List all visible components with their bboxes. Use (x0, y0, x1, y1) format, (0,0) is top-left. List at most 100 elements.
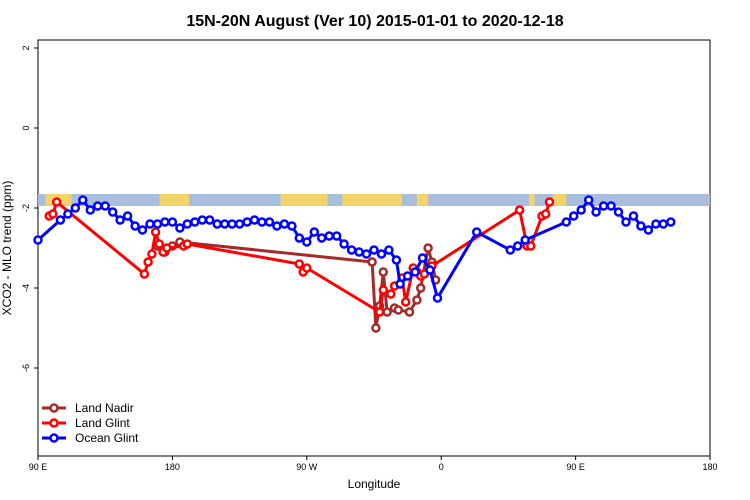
data-point (51, 197, 62, 207)
data-point (520, 235, 530, 245)
chart-title: 15N-20N August (Ver 10) 2015-01-01 to 20… (186, 13, 563, 30)
data-point (505, 245, 516, 255)
y-tick-label: -2 (21, 204, 31, 212)
data-point (382, 307, 392, 317)
legend-marker (49, 403, 59, 413)
data-point (130, 221, 140, 231)
data-point (613, 207, 624, 217)
x-tick-label: 180 (702, 462, 717, 472)
data-point (302, 263, 312, 273)
data-point (374, 307, 385, 317)
data-point (410, 267, 420, 277)
land-segment (416, 194, 429, 206)
data-point (122, 211, 133, 221)
data-point (432, 293, 443, 303)
data-point (197, 215, 208, 225)
data-point (371, 323, 381, 333)
legend-item: Land Nadir (42, 401, 134, 415)
data-point (395, 279, 405, 289)
series-layer (33, 195, 676, 333)
data-point (249, 215, 260, 225)
data-point (115, 215, 125, 225)
x-tick-label: 90 E (29, 462, 48, 472)
data-point (391, 255, 402, 265)
data-point (287, 221, 297, 231)
data-point (182, 219, 193, 229)
data-point (309, 227, 320, 237)
data-point (412, 295, 422, 305)
x-tick-label: 90 E (566, 462, 585, 472)
data-point (367, 257, 377, 267)
data-point (591, 207, 601, 217)
x-tick-label: 0 (439, 462, 444, 472)
data-point (55, 215, 66, 225)
land-segment (159, 194, 190, 206)
data-point (272, 221, 282, 231)
data-point (294, 233, 305, 243)
data-point (378, 285, 389, 295)
land-ocean-band (38, 194, 710, 206)
data-point (402, 271, 413, 281)
data-point (316, 233, 327, 243)
data-point (324, 231, 334, 241)
data-point (471, 227, 482, 237)
x-tick-label: 90 W (296, 462, 318, 472)
land-segment (342, 194, 402, 206)
data-point (393, 305, 404, 315)
data-point (302, 237, 312, 247)
y-tick-label: -4 (21, 284, 31, 292)
data-point (526, 241, 536, 251)
data-point (378, 267, 389, 277)
data-point (598, 201, 609, 211)
data-point (512, 241, 523, 251)
legend-marker (49, 418, 59, 428)
land-segment (280, 194, 328, 206)
data-point (540, 209, 551, 219)
data-point (400, 297, 411, 307)
data-point (561, 217, 572, 227)
data-point (162, 243, 172, 253)
data-point (242, 217, 252, 227)
data-point (576, 205, 586, 215)
x-axis: 90 E 180 90 W 0 90 E 180 (29, 456, 718, 472)
data-point (376, 249, 387, 259)
data-point (139, 269, 150, 279)
land-segment (528, 194, 535, 206)
legend-marker (49, 433, 59, 443)
data-point (651, 219, 661, 229)
data-point (369, 245, 379, 255)
y-tick-label: 2 (21, 45, 31, 50)
data-point (63, 209, 73, 219)
data-point (150, 227, 161, 237)
data-point (294, 259, 305, 269)
data-point (33, 235, 43, 245)
data-point (219, 219, 230, 229)
x-tick-label: 180 (165, 462, 180, 472)
data-point (257, 217, 267, 227)
data-point (92, 201, 103, 211)
data-point (404, 307, 415, 317)
data-point (339, 239, 349, 249)
legend-label: Land Glint (75, 416, 130, 430)
data-point (227, 219, 237, 229)
data-point (331, 231, 342, 241)
y-axis-label: XCO2 - MLO trend (ppm) (0, 181, 14, 316)
data-point (107, 207, 118, 217)
data-point (544, 197, 555, 207)
legend-item: Ocean Glint (42, 431, 139, 445)
legend-item: Land Glint (42, 416, 130, 430)
data-point (423, 243, 433, 253)
data-point (190, 217, 200, 227)
y-axis: -6 -4 -2 0 2 (21, 45, 38, 372)
plot-area (37, 39, 711, 457)
land-segment (553, 194, 567, 206)
data-point (417, 253, 428, 263)
data-point (279, 219, 290, 229)
data-point (666, 217, 676, 227)
data-point (212, 219, 222, 229)
data-point (100, 201, 110, 211)
data-point (658, 219, 669, 229)
data-point (152, 219, 163, 229)
